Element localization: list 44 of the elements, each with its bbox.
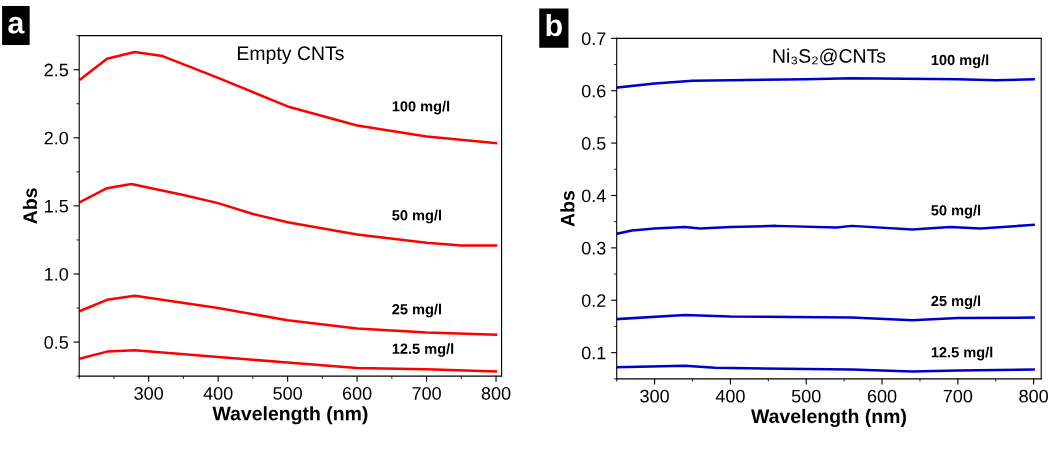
y-tick-label: 0.5	[44, 336, 69, 349]
x-tick-label: 500	[273, 387, 302, 400]
x-tick-label: 800	[481, 387, 511, 400]
y-tick-label: 2.5	[44, 63, 69, 77]
line-series	[79, 182, 498, 247]
y-tick-label: 0.1	[581, 346, 606, 360]
x-tick-label: 600	[867, 389, 897, 403]
y-tick-label: 1.0	[45, 267, 69, 281]
y-tick-label: 1.5	[45, 200, 69, 213]
x-tick-label: 400	[203, 387, 233, 400]
x-tick-label: 500	[791, 389, 821, 403]
x-tick-label: 600	[342, 387, 372, 400]
y-axis-title: Abs	[22, 188, 38, 224]
x-axis-title: Wavelength (nm)	[751, 408, 906, 428]
text: b	[546, 13, 562, 37]
line-series	[79, 294, 498, 336]
x-axis-title: Wavelength (nm)	[212, 406, 368, 425]
y-tick-label: 0.5	[581, 137, 606, 150]
chart-title: Ni₃S₂@CNTs	[773, 48, 886, 66]
series-label: 50 mg/l	[931, 204, 981, 219]
y-tick-label: 0.2	[581, 294, 606, 307]
y-tick-label: 0.3	[581, 241, 606, 255]
series-label: 12.5 mg/l	[392, 343, 454, 357]
x-tick-label: 700	[412, 387, 441, 400]
x-tick-label: 400	[715, 389, 745, 403]
series-label: 100 mg/l	[931, 54, 989, 69]
text: Empty CNTs	[237, 46, 344, 64]
line-series	[616, 223, 1035, 235]
series-label: 12.5 mg/l	[931, 346, 993, 361]
series-label: 25 mg/l	[392, 303, 441, 318]
x-tick-label: 700	[943, 389, 973, 403]
series-label: 50 mg/l	[392, 209, 441, 224]
y-tick-label: 0.7	[581, 32, 606, 46]
x-tick-label: 300	[640, 389, 669, 403]
x-tick-label: 300	[134, 387, 164, 400]
x-tick-label: 800	[1019, 389, 1048, 403]
series-label: 100 mg/l	[392, 100, 450, 115]
y-tick-label: 2.0	[44, 131, 69, 145]
y-axis-title: Abs	[560, 191, 575, 227]
text: a	[8, 16, 25, 34]
series-label: 25 mg/l	[931, 295, 981, 310]
y-tick-label: 0.4	[581, 189, 606, 203]
line-series	[616, 76, 1035, 89]
y-tick-label: 0.6	[581, 84, 606, 98]
